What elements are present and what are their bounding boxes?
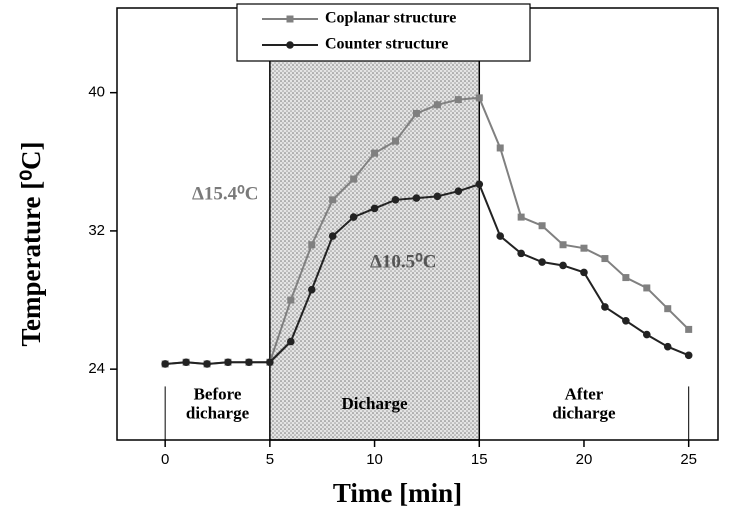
point (559, 261, 567, 270)
point (643, 284, 651, 292)
point (392, 137, 400, 145)
point (433, 101, 441, 109)
point (454, 96, 462, 104)
point (287, 296, 295, 304)
point (454, 187, 463, 195)
y-tick-label: 40 (88, 84, 105, 101)
annotation: Δ15.4⁰C (192, 183, 259, 204)
point (182, 358, 190, 367)
point (496, 144, 504, 152)
x-tick-label: 5 (266, 451, 274, 468)
point (664, 305, 672, 313)
point (517, 213, 525, 221)
x-tick-label: 25 (680, 451, 697, 468)
point (329, 196, 337, 204)
point (266, 358, 274, 367)
x-tick-label: 10 (366, 451, 383, 468)
point (517, 249, 525, 258)
y-axis-label: Temperature [⁰C] (16, 141, 46, 346)
point (685, 325, 693, 333)
phase-label: dicharge (186, 403, 250, 422)
phase-label: After (565, 384, 604, 403)
point (475, 180, 484, 189)
y-tick-label: 24 (88, 360, 105, 377)
point (622, 274, 630, 282)
point (308, 241, 316, 249)
x-tick-label: 20 (576, 451, 593, 468)
point (433, 192, 442, 201)
point (371, 149, 379, 157)
point (412, 194, 421, 202)
x-axis-label: Time [min] (333, 478, 462, 508)
x-tick-label: 15 (471, 451, 488, 468)
point (307, 285, 316, 294)
point (391, 196, 400, 204)
point (601, 255, 609, 263)
point (287, 337, 295, 346)
point (224, 358, 232, 367)
legend-label: Counter structure (325, 36, 448, 53)
point (412, 109, 420, 117)
legend-marker (286, 15, 294, 23)
point (538, 222, 546, 230)
point (350, 175, 358, 183)
point (643, 330, 651, 339)
point (203, 360, 211, 368)
phase-label: dicharge (552, 403, 616, 422)
point (245, 358, 253, 367)
point (475, 94, 483, 102)
point (580, 268, 588, 277)
legend-label: Coplanar structure (325, 10, 456, 27)
point (328, 232, 337, 240)
legend-box (236, 3, 531, 62)
point (663, 342, 672, 351)
point (538, 258, 546, 266)
phase-label: Before (194, 384, 242, 403)
point (370, 204, 379, 213)
shaded-span (269, 7, 481, 441)
point (349, 213, 358, 221)
point (161, 360, 169, 368)
legend-marker (286, 41, 294, 49)
annotation: Δ10.5⁰C (370, 251, 437, 272)
point (580, 244, 588, 252)
point (601, 303, 609, 311)
y-tick-label: 32 (88, 222, 105, 239)
phase-label: Dicharge (342, 394, 409, 413)
point (684, 351, 693, 360)
point (496, 232, 505, 240)
x-tick-label: 0 (161, 451, 169, 468)
point (559, 241, 567, 249)
point (622, 316, 630, 325)
